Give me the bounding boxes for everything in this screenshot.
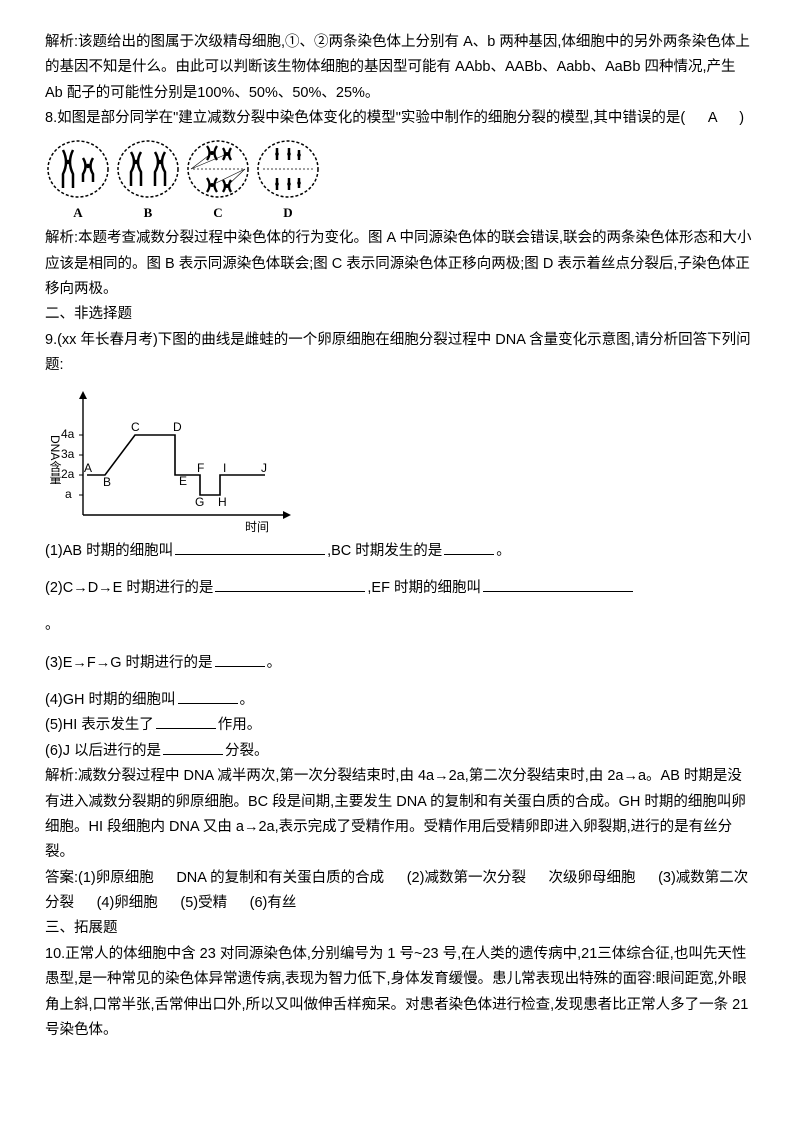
q8-close: ): [739, 110, 744, 126]
q9-5: (5)HI 表示发生了 作用。: [45, 713, 755, 738]
blank: [175, 540, 325, 555]
blank: [178, 690, 238, 705]
q10: 10.正常人的体细胞中含 23 对同源染色体,分别编号为 1 号~23 号,在人…: [45, 942, 755, 1044]
svg-text:H: H: [218, 495, 227, 509]
analysis-2: 解析:本题考查减数分裂过程中染色体的行为变化。图 A 中同源染色体的联会错误,联…: [45, 226, 755, 302]
svg-text:2a: 2a: [61, 467, 75, 481]
svg-text:I: I: [223, 461, 226, 475]
x-label: 时间: [245, 520, 269, 534]
q9-4a: (4)GH 时期的细胞叫: [45, 688, 176, 713]
ans-6: (6)有丝: [250, 895, 297, 911]
q9-1b: ,BC 时期发生的是: [327, 539, 442, 564]
ans-5: (5)受精: [180, 895, 227, 911]
q9-2: (2)C→D→E 时期进行的是 ,EF 时期的细胞叫: [45, 576, 755, 601]
ans-1: 答案:(1)卵原细胞: [45, 870, 154, 886]
svg-text:J: J: [261, 461, 267, 475]
svg-text:E: E: [179, 474, 187, 488]
blank: [444, 540, 494, 555]
analysis-3: 解析:减数分裂过程中 DNA 减半两次,第一次分裂结束时,由 4a→2a,第二次…: [45, 764, 755, 866]
cell-a-svg: [45, 138, 111, 200]
q8-text: 8.如图是部分同学在"建立减数分裂中染色体变化的模型"实验中制作的细胞分裂的模型…: [45, 110, 685, 126]
svg-text:3a: 3a: [61, 447, 75, 461]
ans-2b: 次级卵母细胞: [549, 870, 636, 886]
blank: [215, 652, 265, 667]
q9-2a: (2)C→D→E 时期进行的是: [45, 576, 213, 601]
cell-d-svg: [255, 138, 321, 200]
cell-d: D: [255, 138, 321, 225]
cell-b-label: B: [144, 202, 153, 225]
blank: [215, 577, 365, 592]
cell-b-svg: [115, 138, 181, 200]
q8-answer: A: [708, 110, 717, 126]
q9-3: (3)E→F→G 时期进行的是 。: [45, 651, 755, 676]
q9-6b: 分裂。: [225, 739, 269, 764]
cell-a-label: A: [73, 202, 82, 225]
svg-text:F: F: [197, 461, 204, 475]
cell-a: A: [45, 138, 111, 225]
section-3: 三、拓展题: [45, 916, 755, 941]
q9-6: (6)J 以后进行的是 分裂。: [45, 739, 755, 764]
q9-3a: (3)E→F→G 时期进行的是: [45, 651, 213, 676]
ans-2: (2)减数第一次分裂: [407, 870, 526, 886]
svg-text:D: D: [173, 420, 182, 434]
dna-chart-svg: DNA含量 a 2a 3a 4a 时间 A B C D E F G H I J: [45, 385, 305, 535]
cell-diagrams: A B: [45, 138, 755, 225]
answer-line: 答案:(1)卵原细胞 DNA 的复制和有关蛋白质的合成 (2)减数第一次分裂 次…: [45, 866, 755, 917]
ans-4: (4)卵细胞: [97, 895, 158, 911]
q9-stem: 9.(xx 年长春月考)下图的曲线是雌蛙的一个卵原细胞在细胞分裂过程中 DNA …: [45, 328, 755, 379]
blank: [156, 715, 216, 730]
q9-1c: 。: [496, 539, 511, 564]
blank: [483, 577, 633, 592]
svg-text:a: a: [65, 487, 72, 501]
svg-text:C: C: [131, 420, 140, 434]
q9-6a: (6)J 以后进行的是: [45, 739, 161, 764]
analysis-1: 解析:该题给出的图属于次级精母细胞,①、②两条染色体上分别有 A、b 两种基因,…: [45, 30, 755, 106]
q9-2c: 。: [45, 613, 755, 638]
q9-4: (4)GH 时期的细胞叫 。: [45, 688, 755, 713]
svg-text:4a: 4a: [61, 427, 75, 441]
svg-text:G: G: [195, 495, 204, 509]
q9-3b: 。: [267, 651, 282, 676]
q9-4b: 。: [240, 688, 255, 713]
q9-2b: ,EF 时期的细胞叫: [367, 576, 481, 601]
q9-5b: 作用。: [218, 713, 262, 738]
cell-c-label: C: [213, 202, 222, 225]
q8-stem: 8.如图是部分同学在"建立减数分裂中染色体变化的模型"实验中制作的细胞分裂的模型…: [45, 106, 755, 131]
blank: [163, 740, 223, 755]
q9-5a: (5)HI 表示发生了: [45, 713, 154, 738]
cell-d-label: D: [283, 202, 292, 225]
y-label: DNA含量: [48, 435, 62, 484]
cell-c-svg: [185, 138, 251, 200]
dna-chart: DNA含量 a 2a 3a 4a 时间 A B C D E F G H I J: [45, 385, 755, 535]
cell-b: B: [115, 138, 181, 225]
q9-1a: (1)AB 时期的细胞叫: [45, 539, 173, 564]
ans-1b: DNA 的复制和有关蛋白质的合成: [176, 870, 384, 886]
section-2: 二、非选择题: [45, 302, 755, 327]
cell-c: C: [185, 138, 251, 225]
q9-1: (1)AB 时期的细胞叫 ,BC 时期发生的是 。: [45, 539, 755, 564]
svg-text:A: A: [84, 461, 92, 475]
svg-text:B: B: [103, 475, 111, 489]
